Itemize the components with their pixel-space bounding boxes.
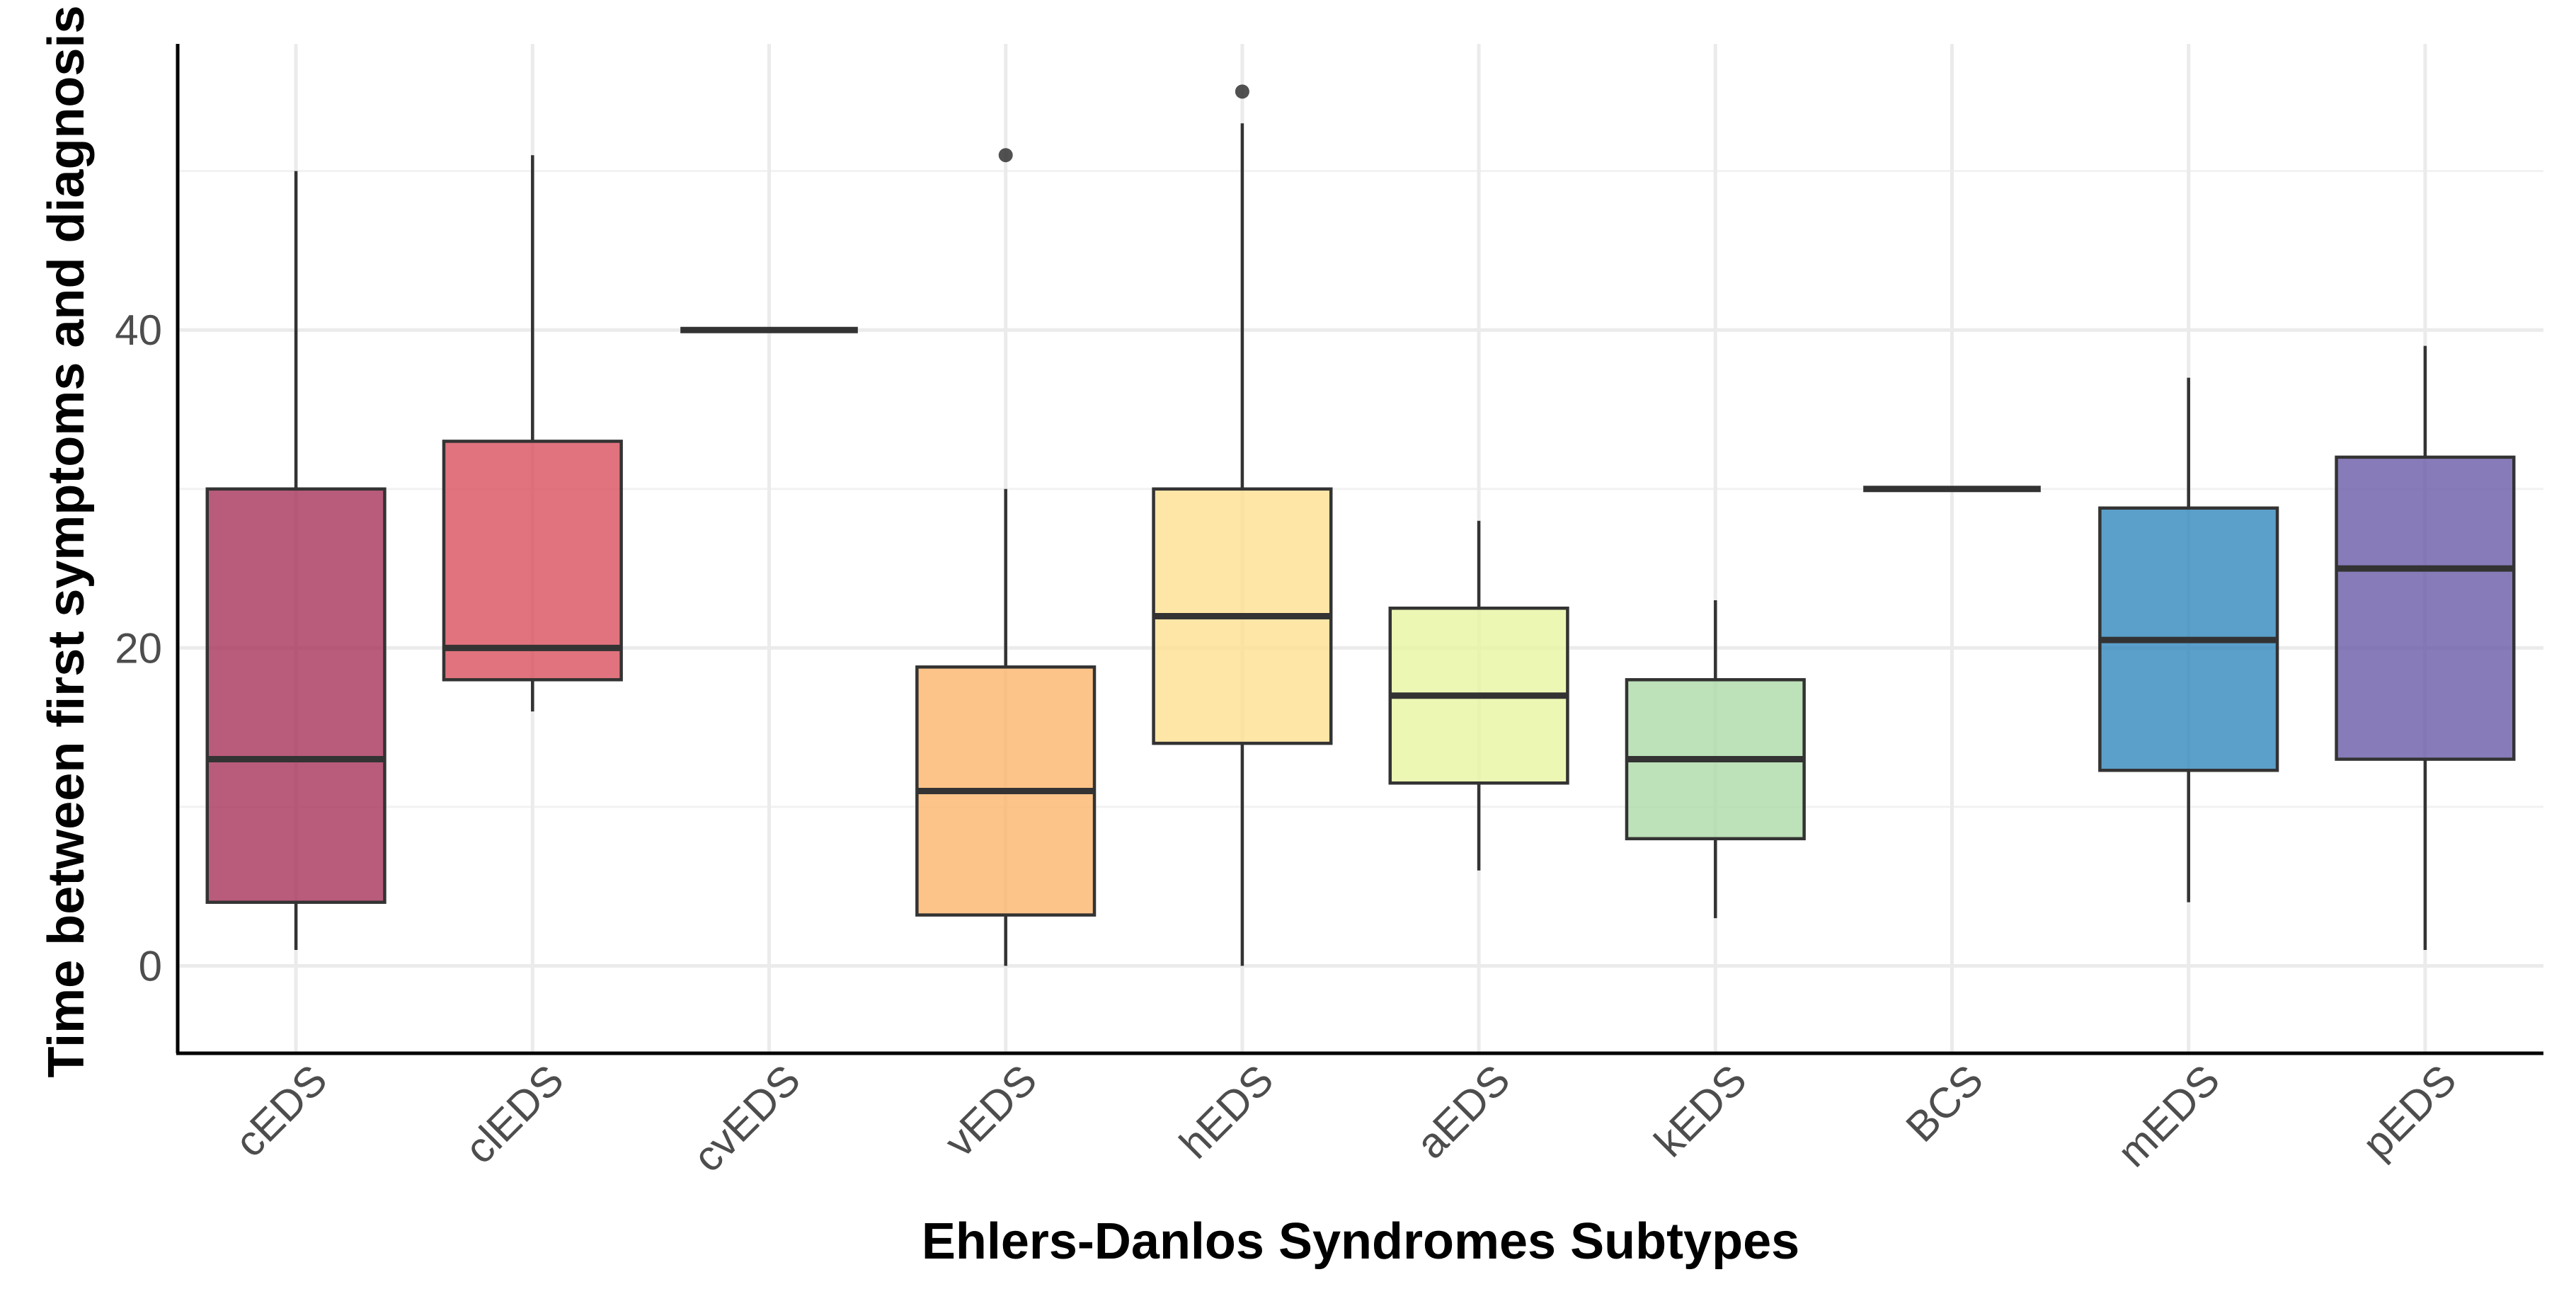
y-tick-label: 40	[115, 307, 162, 354]
whiskers	[294, 123, 2427, 966]
x-axis-ticks: cEDS clEDS cvEDS vEDS hEDS aEDS kEDS BCS mEDS pED…	[226, 1055, 2466, 1181]
x-tick-label: cEDS	[226, 1055, 336, 1166]
x-tick-label: kEDS	[1645, 1055, 1756, 1166]
y-tick-label: 0	[139, 942, 162, 990]
x-tick-label: clEDS	[456, 1055, 573, 1172]
boxes	[205, 326, 2516, 917]
box	[2335, 455, 2516, 761]
outlier-point	[1235, 84, 1249, 99]
x-tick-label: pEDS	[2353, 1055, 2465, 1167]
y-axis-ticks: 0 20 40	[115, 307, 162, 990]
box	[442, 440, 623, 682]
x-tick-label: cvEDS	[684, 1055, 809, 1181]
y-axis-title: Time between first symptoms and diagnosi…	[38, 5, 95, 1077]
x-axis-title: Ehlers-Danlos Syndromes Subtypes	[922, 1213, 1799, 1270]
x-tick-label: aEDS	[1407, 1055, 1519, 1167]
outlier-point	[998, 148, 1013, 163]
x-tick-label: mEDS	[2108, 1055, 2228, 1176]
axes	[176, 44, 2543, 1055]
x-tick-label: vEDS	[936, 1055, 1046, 1166]
outliers	[998, 84, 1249, 163]
box	[205, 487, 387, 904]
x-tick-label: hEDS	[1170, 1055, 1282, 1167]
y-tick-label: 20	[115, 624, 162, 672]
x-tick-label: BCS	[1897, 1055, 1993, 1151]
